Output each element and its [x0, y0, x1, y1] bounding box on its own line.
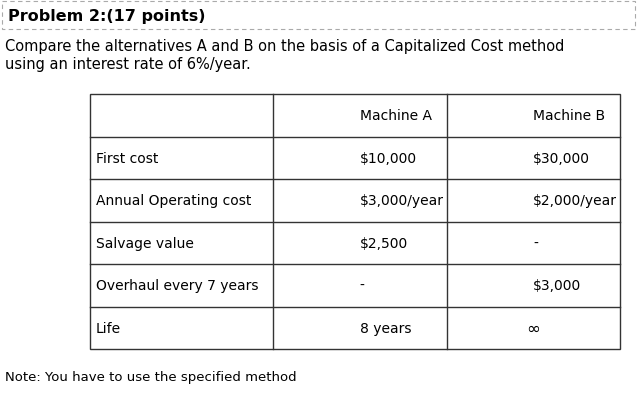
Text: ∞: ∞ [526, 319, 540, 337]
Text: 8 years: 8 years [360, 321, 412, 335]
Text: using an interest rate of 6%/year.: using an interest rate of 6%/year. [5, 57, 251, 72]
Text: Life: Life [96, 321, 121, 335]
Text: Problem 2:(17 points): Problem 2:(17 points) [8, 8, 206, 23]
Text: $30,000: $30,000 [533, 151, 590, 165]
Text: Machine B: Machine B [533, 109, 606, 123]
Text: Note: You have to use the specified method: Note: You have to use the specified meth… [5, 371, 297, 383]
Text: -: - [533, 236, 538, 250]
Text: First cost: First cost [96, 151, 159, 165]
Text: Compare the alternatives A and B on the basis of a Capitalized Cost method: Compare the alternatives A and B on the … [5, 39, 564, 55]
Text: $3,000: $3,000 [533, 279, 582, 292]
Text: Machine A: Machine A [360, 109, 432, 123]
Text: $2,000/year: $2,000/year [533, 194, 617, 208]
Text: Annual Operating cost: Annual Operating cost [96, 194, 252, 208]
Bar [90, 95, 620, 349]
Bar [2, 2, 635, 30]
Text: $3,000/year: $3,000/year [360, 194, 444, 208]
Text: $2,500: $2,500 [360, 236, 408, 250]
Text: -: - [360, 279, 364, 292]
Text: Overhaul every 7 years: Overhaul every 7 years [96, 279, 259, 292]
Text: Salvage value: Salvage value [96, 236, 194, 250]
Text: $10,000: $10,000 [360, 151, 417, 165]
